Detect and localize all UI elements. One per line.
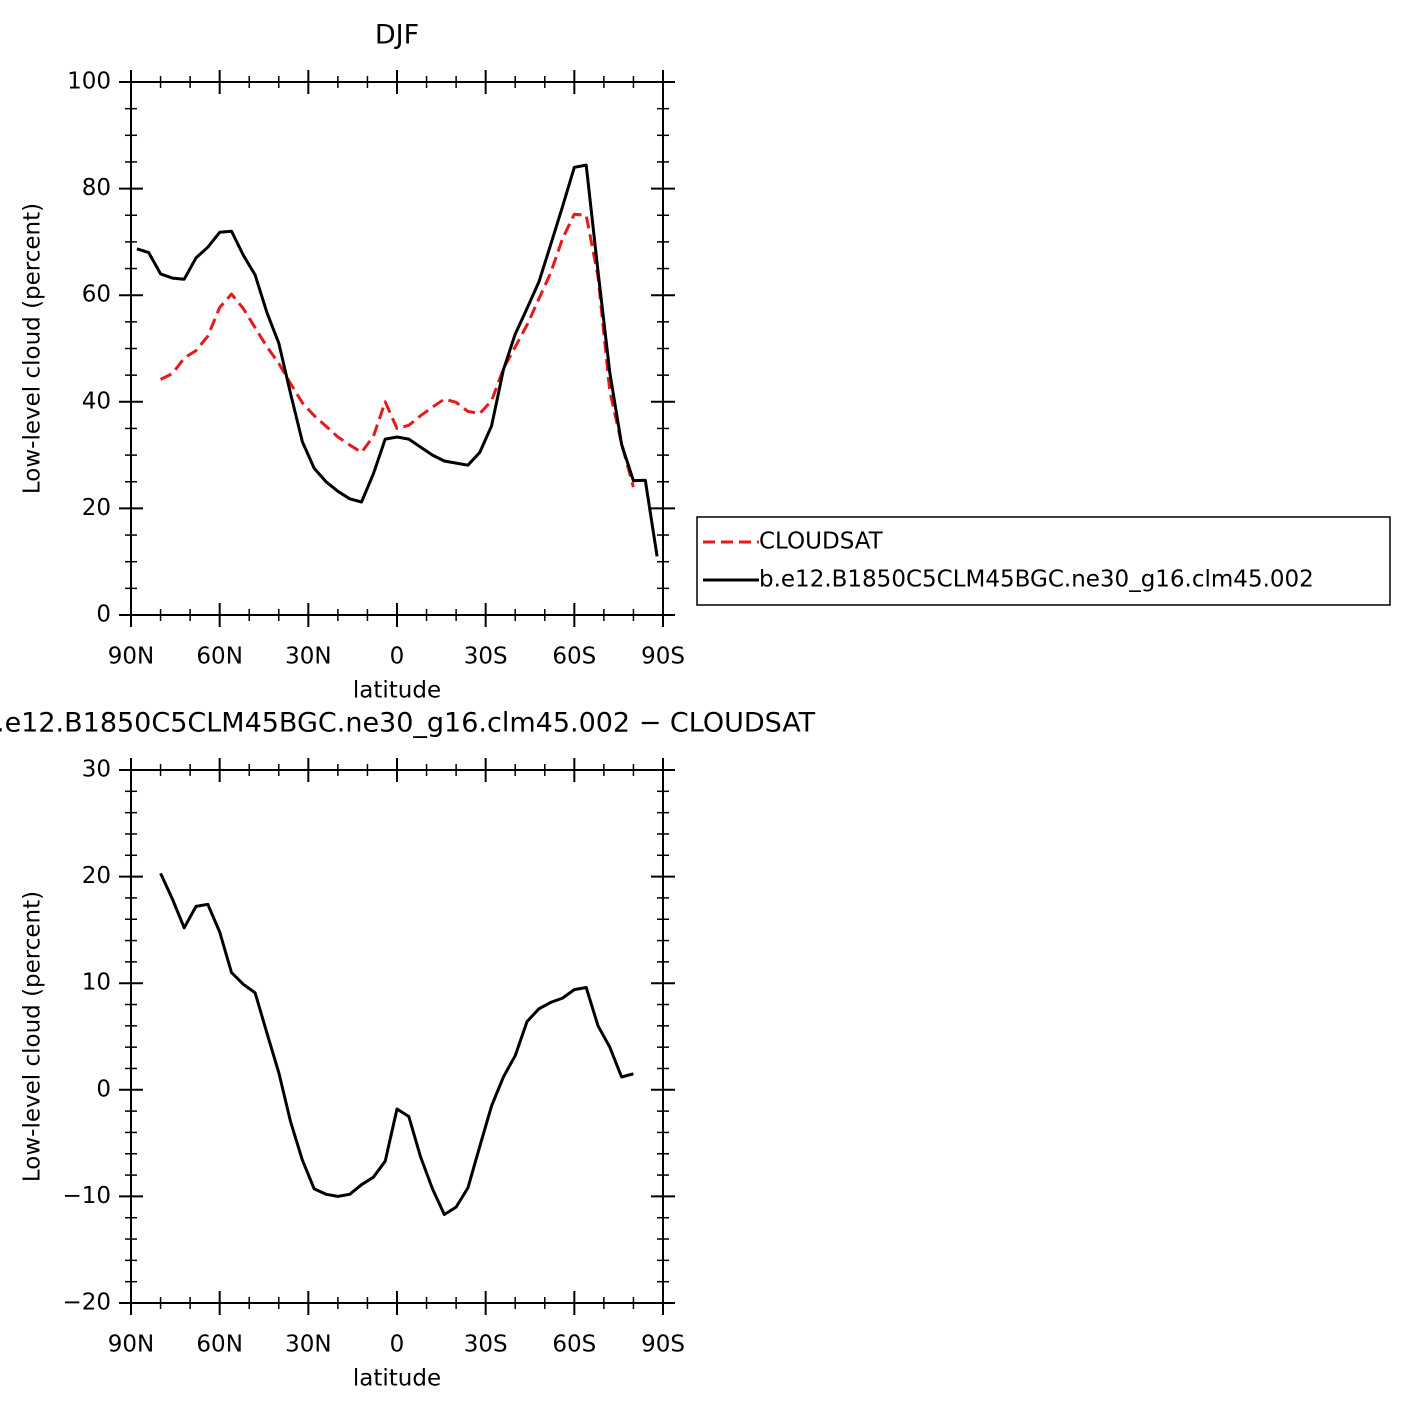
x-tick-label: 0 <box>390 644 405 670</box>
y-tick-label: 0 <box>96 1076 111 1102</box>
y-tick-label: 0 <box>96 602 111 628</box>
y-tick-label: 60 <box>82 282 111 308</box>
y-tick-label: 10 <box>82 970 111 996</box>
data-line <box>159 212 635 488</box>
chart-title: b.e12.B1850C5CLM45BGC.ne30_g16.clm45.002… <box>0 708 816 739</box>
chart-title: DJF <box>375 20 419 51</box>
x-tick-label: 30S <box>464 644 508 670</box>
x-tick-label: 90N <box>108 644 154 670</box>
data-line <box>136 163 659 557</box>
y-tick-label: 100 <box>67 69 111 95</box>
x-tick-label: 90S <box>641 1332 685 1358</box>
x-tick-label: 30S <box>464 1332 508 1358</box>
legend-box <box>696 516 1391 606</box>
y-tick-label: 80 <box>82 175 111 201</box>
x-tick-label: 60N <box>196 1332 242 1358</box>
x-tick-label: 60S <box>552 1332 596 1358</box>
x-axis-label: latitude <box>353 1366 441 1392</box>
plot-frame <box>130 769 664 1304</box>
y-tick-label: −20 <box>62 1290 111 1316</box>
x-tick-label: 90N <box>108 1332 154 1358</box>
x-tick-label: 30N <box>285 644 331 670</box>
x-tick-label: 30N <box>285 1332 331 1358</box>
y-axis-label: Low-level cloud (percent) <box>20 203 46 494</box>
x-tick-label: 60N <box>196 644 242 670</box>
plot-frame <box>130 81 664 616</box>
y-tick-label: 20 <box>82 863 111 889</box>
data-line <box>159 872 634 1216</box>
x-tick-label: 90S <box>641 644 685 670</box>
y-tick-label: 20 <box>82 495 111 521</box>
x-tick-label: 0 <box>390 1332 405 1358</box>
y-tick-label: 40 <box>82 388 111 414</box>
y-tick-label: 30 <box>82 757 111 783</box>
y-axis-label: Low-level cloud (percent) <box>20 891 46 1182</box>
legend-label: b.e12.B1850C5CLM45BGC.ne30_g16.clm45.002 <box>759 567 1314 593</box>
x-axis-label: latitude <box>353 678 441 704</box>
legend-label: CLOUDSAT <box>759 529 884 555</box>
x-tick-label: 60S <box>552 644 596 670</box>
y-tick-label: −10 <box>62 1183 111 1209</box>
